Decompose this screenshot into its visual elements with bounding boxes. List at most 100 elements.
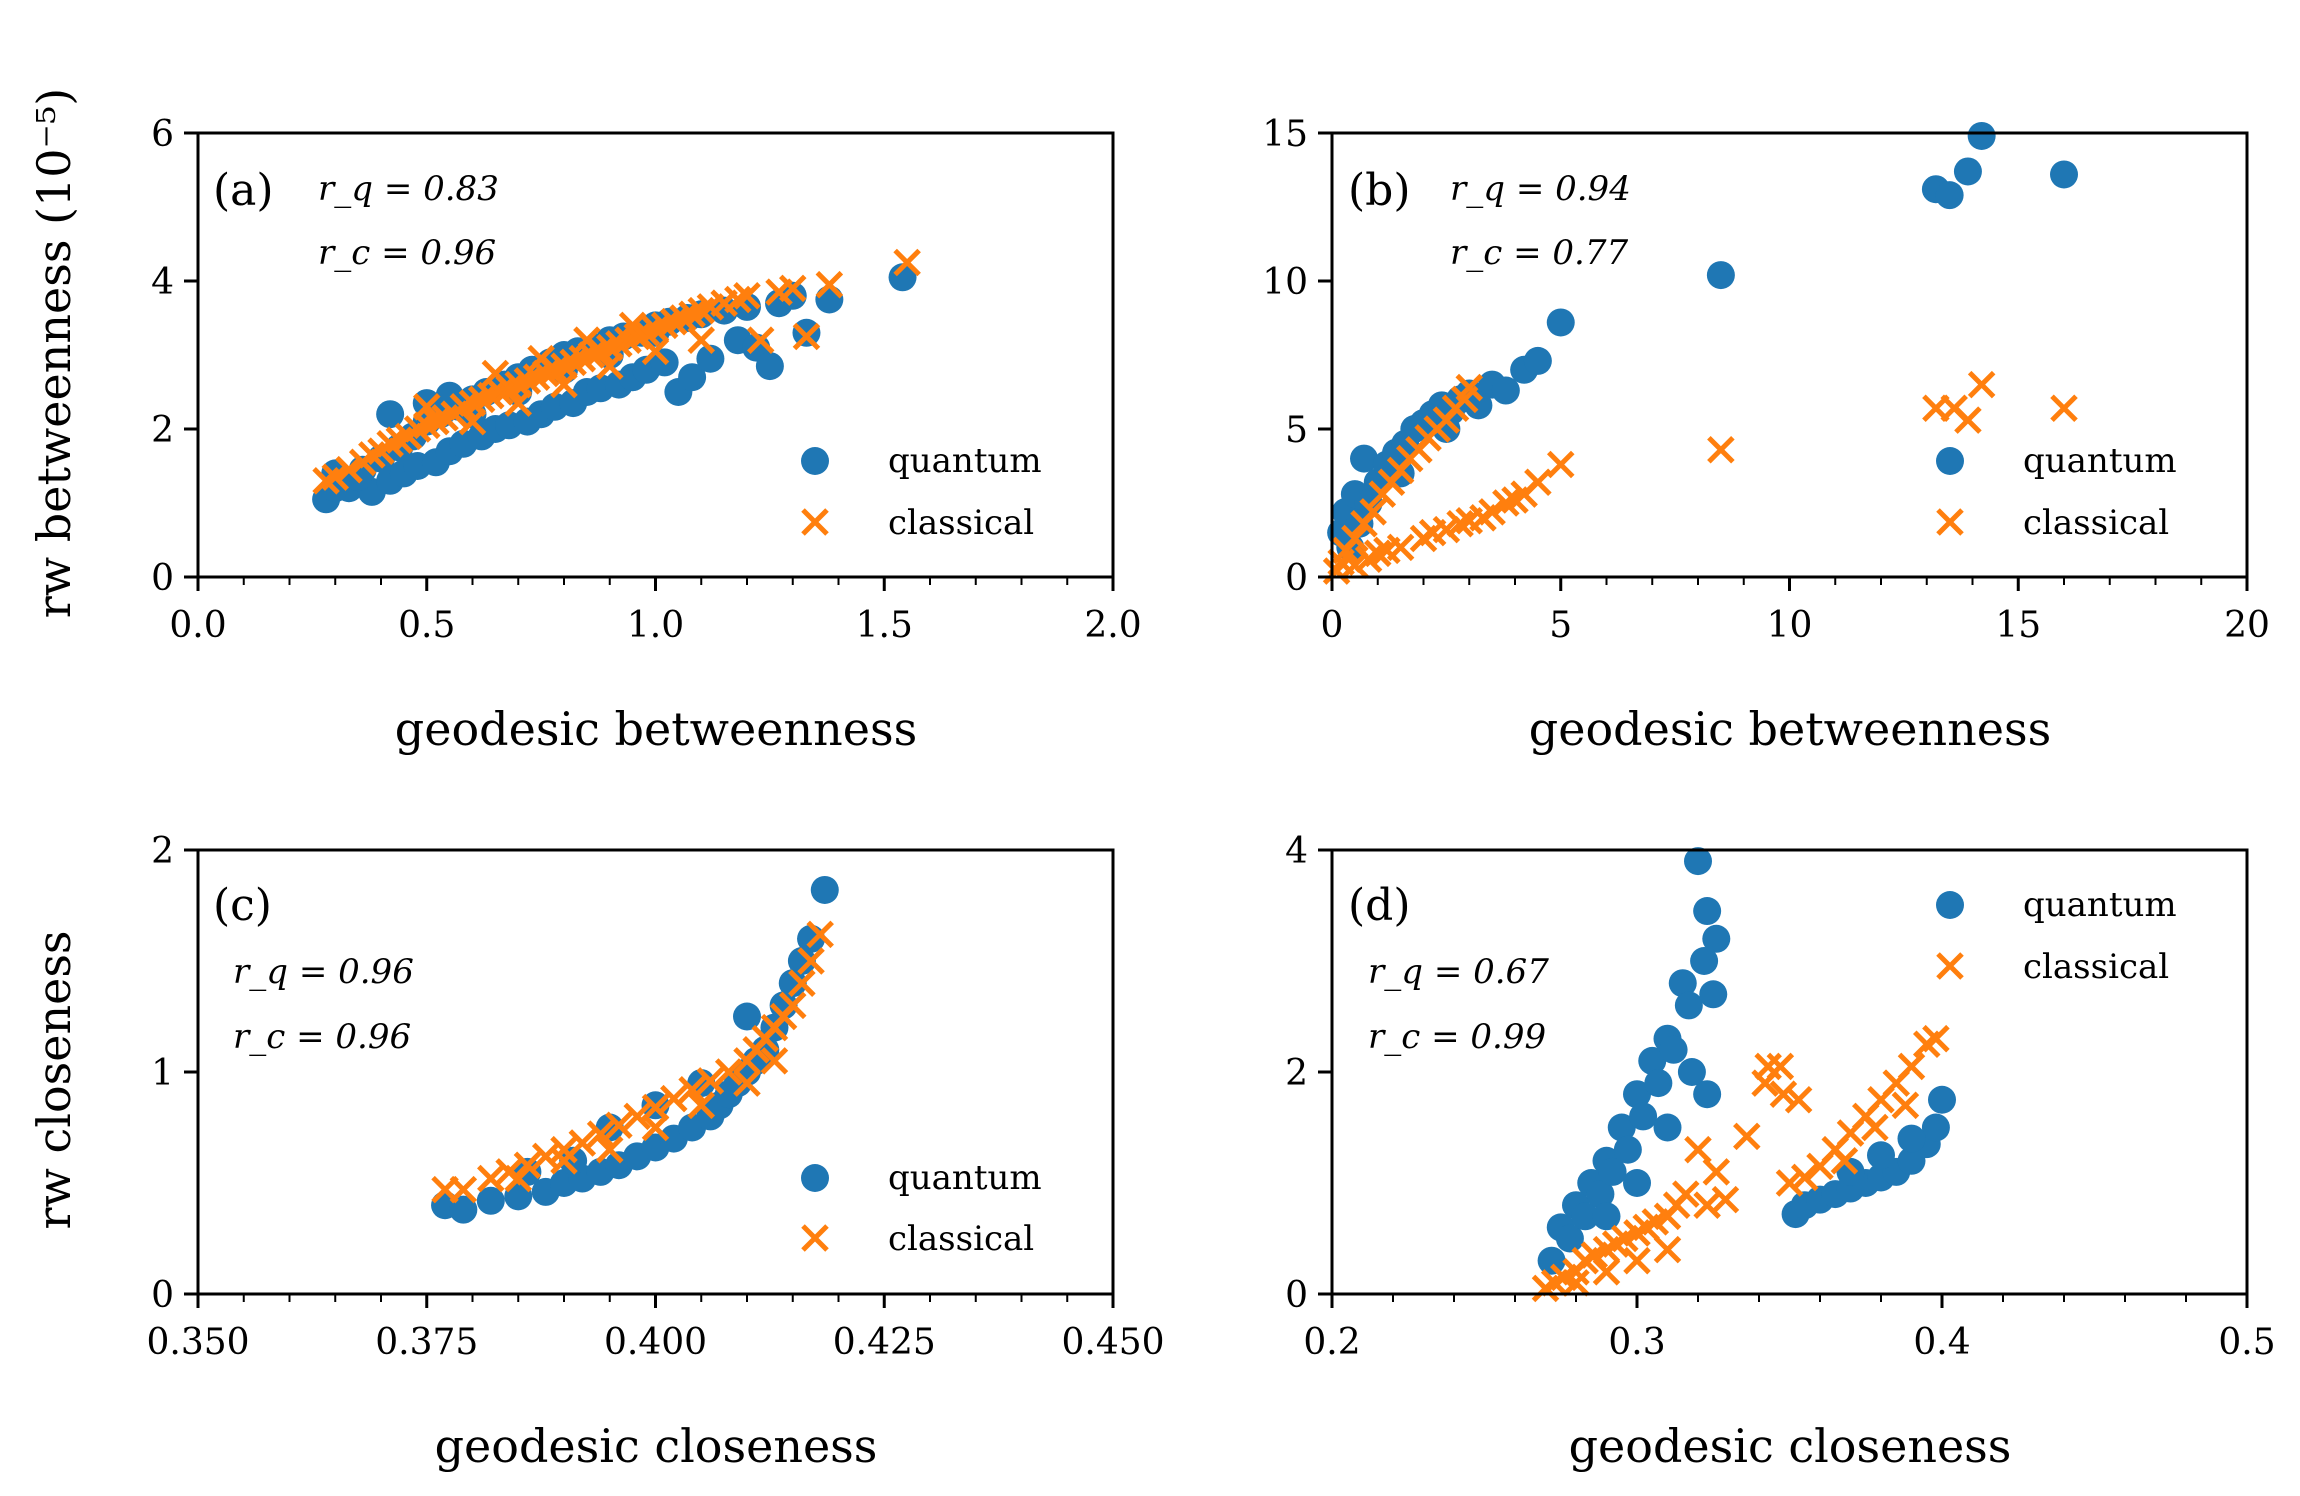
panel-d-xlabel: geodesic closeness [1569, 1419, 2012, 1473]
panel-d-rq: r_q = 0.67 [1368, 952, 1549, 992]
panel-d-ytick-label-2: 4 [1285, 831, 1308, 872]
panel-c-classical-point-26 [641, 1113, 670, 1142]
panel-d-classical-point-42 [1653, 1235, 1682, 1264]
panel-b-classical-point-3 [1341, 524, 1369, 553]
panel-c-quantum-point-29 [733, 1002, 761, 1031]
panel-c-classical-point-4 [513, 1151, 542, 1180]
panel-b-classical-point-33 [1341, 551, 1369, 579]
panel-c-classical-point-29 [550, 1147, 578, 1175]
panel-c-classical-point-8 [586, 1120, 615, 1148]
panel-c-classical-point-23 [797, 947, 825, 975]
panel-d-quantum-point-17 [1668, 969, 1697, 998]
panel-d-quantum-point-6 [1586, 1180, 1615, 1209]
panel-d-quantum-point-19 [1684, 847, 1712, 876]
panel-b-classical-point-30 [1954, 406, 1982, 434]
panel-c-marks [431, 875, 839, 1224]
panel-c-quantum-point-2 [476, 1186, 505, 1215]
panel-c-classical-point-25 [595, 1135, 624, 1164]
panel-a-label: (a) [213, 165, 274, 216]
panel-d-classical-point-16 [1693, 1191, 1721, 1219]
panel-b-classical-point-5 [1359, 498, 1387, 526]
panel-c-classical-point-31 [760, 1047, 789, 1075]
panel-d-quantum-point-18 [1674, 991, 1703, 1020]
panel-d-classical-point-38 [1891, 1091, 1920, 1120]
panel-c-axes: 0.350 0.375 0.400 0.425 0.450 0 1 2 [146, 831, 1164, 1363]
panel-d-classical-point-36 [1830, 1147, 1859, 1175]
panel-a-classical-point-57 [412, 393, 441, 421]
panel-d-classical-point-21 [1754, 1052, 1782, 1081]
panel-c-legend-quantum: quantum [888, 1158, 1042, 1198]
ylabel-top: rw betweenness (10⁻⁵) [27, 88, 81, 618]
panel-b-ytick-label-0: 0 [1285, 558, 1308, 599]
panel-c-classical-point-30 [504, 1164, 533, 1193]
panel-d-classical-point-41 [1623, 1246, 1651, 1275]
panel-d-quantum-point-42 [1867, 1141, 1895, 1170]
panel-c-legend-quantum-marker [801, 1164, 829, 1192]
panel-a-xtick-label-1: 0.5 [398, 605, 455, 646]
panel-c-classical-point-24 [806, 920, 834, 949]
panel-c-classical-point-9 [605, 1111, 633, 1140]
panel-d-quantum-point-2 [1555, 1224, 1584, 1253]
panel-d-classical-point-18 [1711, 1185, 1740, 1214]
panel-d-quantum-point-26 [1653, 1113, 1682, 1142]
panel-c-classical-point-2 [477, 1164, 505, 1193]
panel-b-quantum-point-19 [1523, 346, 1552, 375]
panel-a-classical-point-61 [618, 311, 647, 340]
panel-d-quantum-point-43 [1897, 1124, 1926, 1153]
panel-b-classical-point-36 [1418, 518, 1447, 547]
panel-a-quantum-point-56 [792, 318, 821, 347]
panel-b-legend-quantum-marker [1936, 447, 1964, 475]
panel-a-rq: r_q = 0.83 [318, 169, 499, 209]
panel-d-classical-point-40 [1592, 1258, 1621, 1286]
panel-d-rc: r_c = 0.99 [1368, 1017, 1546, 1057]
panel-c-classical-point-10 [623, 1102, 651, 1131]
panel-d-marks [1531, 847, 1956, 1303]
panel-b-xtick-label-2: 10 [1767, 605, 1813, 646]
panel-a-marks [312, 248, 921, 514]
panel-a-quantum-point-59 [376, 400, 405, 429]
panel-d-classical-point-17 [1702, 1158, 1731, 1186]
panel-b-quantum-point-20 [1546, 308, 1575, 337]
panel-c-classical-point-1 [449, 1175, 478, 1204]
panel-b-marks [1322, 121, 2078, 585]
panel-b-xlabel: geodesic betweenness [1529, 702, 2051, 756]
panel-d-legend-quantum: quantum [2023, 885, 2177, 925]
ylabel-top-text: rw betweenness (10⁻⁵) [27, 88, 81, 618]
panel-c-rc: r_c = 0.96 [233, 1017, 411, 1057]
ylabel-bottom: rw closeness [27, 930, 81, 1229]
panel-c: 0.350 0.375 0.400 0.425 0.450 0 1 2 (c) r_q = 0… [146, 831, 1164, 1473]
panel-d-ytick-label-1: 2 [1285, 1053, 1308, 1094]
panel-a-classical-point-49 [815, 270, 844, 299]
panel-a-xtick-label-3: 1.5 [856, 605, 913, 646]
panel-a-classical-point-2 [335, 455, 363, 484]
panel-a-xtick-label-2: 1.0 [627, 605, 684, 646]
panel-d-classical-point-14 [1672, 1180, 1700, 1208]
panel-d-quantum-point-16 [1659, 1035, 1688, 1064]
panel-d-quantum-point-4 [1571, 1202, 1600, 1231]
panel-c-classical-point-21 [778, 991, 807, 1020]
panel-d-quantum-point-14 [1644, 1069, 1673, 1098]
panel-b-quantum-point-26 [2050, 160, 2078, 189]
panel-d-xtick-label-2: 0.4 [1913, 1322, 1970, 1363]
panel-b-quantum-point-23 [1935, 181, 1964, 210]
panel-c-classical-point-22 [788, 969, 816, 997]
panel-b-classical-point-38 [1469, 504, 1497, 532]
panel-d-classical-point-25 [1775, 1169, 1804, 1197]
panel-a-classical-point-50 [893, 248, 921, 277]
panel-c-xtick-label-3: 0.425 [833, 1322, 936, 1363]
panel-a-classical-point-48 [792, 322, 821, 351]
panel-d-quantum-point-27 [1623, 1169, 1651, 1197]
panel-b-legend-classical: classical [2023, 503, 2169, 543]
panel-a: 0.0 0.5 1.0 1.5 2.0 0 2 4 6 (a) r_q = 0.83 r_c =… [151, 114, 1142, 756]
panel-c-quantum-point-1 [449, 1195, 478, 1224]
panel-d-classical-point-39 [1562, 1269, 1590, 1297]
panel-c-classical-point-12 [660, 1084, 688, 1113]
panel-d-quantum-point-21 [1693, 897, 1722, 926]
panel-d-quantum-point-20 [1690, 947, 1719, 975]
panel-a-legend-quantum: quantum [888, 441, 1042, 481]
panel-b-xtick-label-1: 5 [1549, 605, 1572, 646]
panel-b-classical-point-37 [1446, 509, 1474, 538]
panel-d-axes: 0.2 0.3 0.4 0.5 0 2 4 [1285, 831, 2276, 1363]
panel-a-classical-point-47 [778, 274, 807, 303]
panel-c-xlabel: geodesic closeness [435, 1419, 878, 1473]
